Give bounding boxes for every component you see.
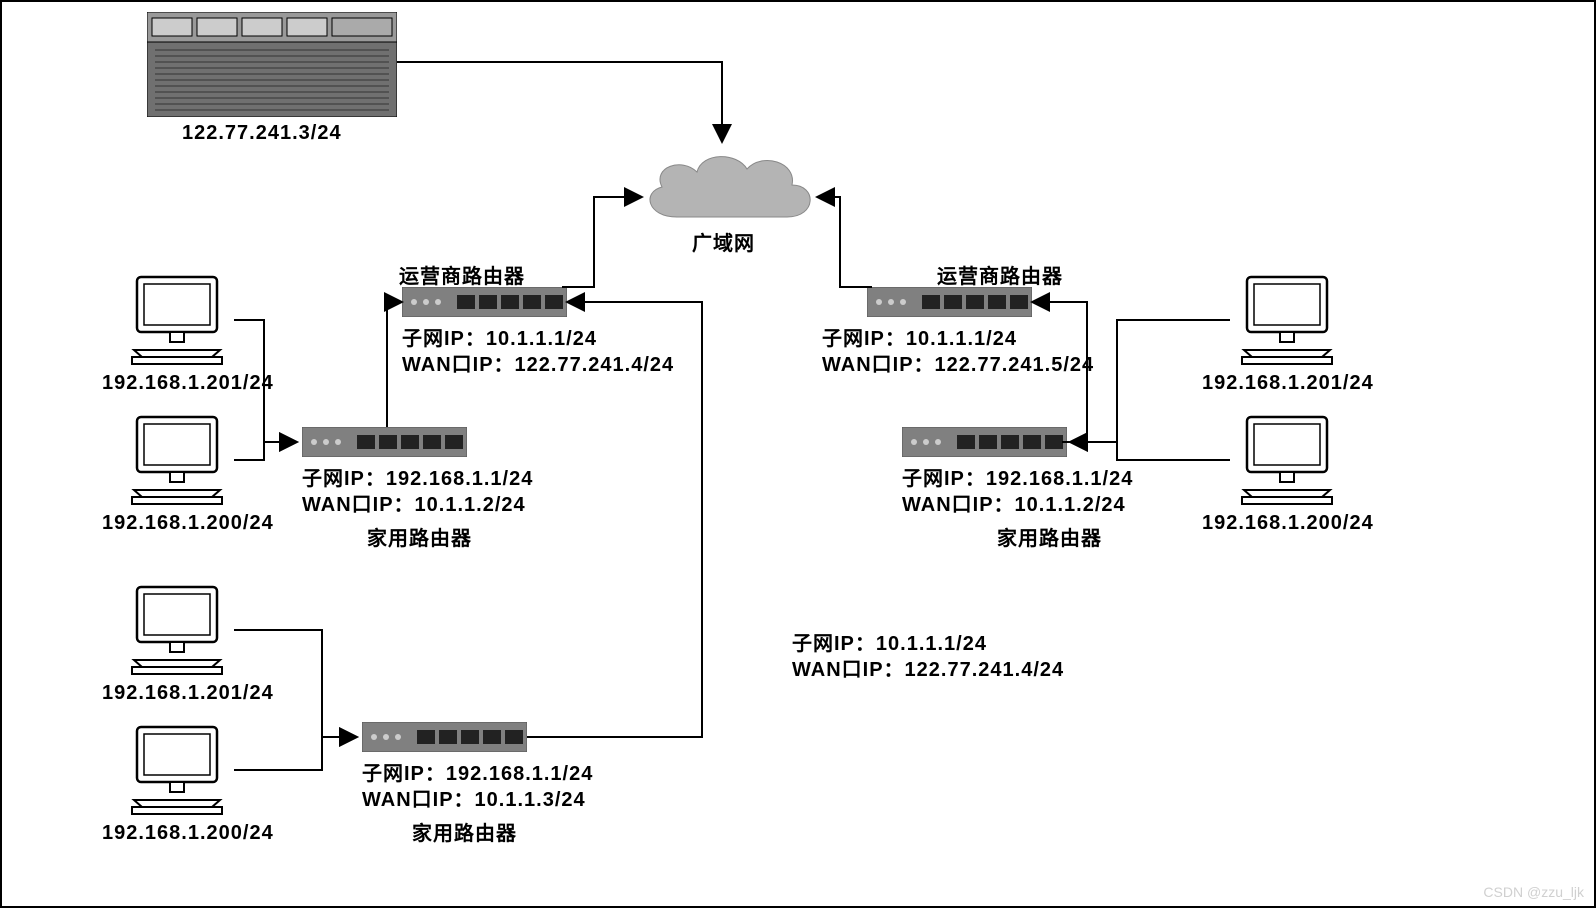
home-router-2-title: 家用路由器 <box>997 522 1102 551</box>
router-icon <box>362 722 527 752</box>
pc-left-4-label: 192.168.1.200/24 <box>102 822 274 845</box>
isp-router-right-subnet: 子网IP：10.1.1.1/24 <box>822 322 1017 351</box>
pc-icon <box>122 722 232 817</box>
pc-icon <box>1232 272 1342 367</box>
pc-icon <box>122 582 232 677</box>
pc-right-1-label: 192.168.1.201/24 <box>1202 372 1374 395</box>
pc-icon <box>122 412 232 507</box>
watermark: CSDN @zzu_ljk <box>1483 884 1584 900</box>
cloud-label: 广域网 <box>692 227 755 256</box>
home-router-2-wan: WAN口IP：10.1.1.2/24 <box>902 488 1126 517</box>
pc-right-2-label: 192.168.1.200/24 <box>1202 512 1374 535</box>
extra-wan-label: WAN口IP：122.77.241.4/24 <box>792 653 1064 682</box>
home-router-3-title: 家用路由器 <box>412 817 517 846</box>
home-router-1-wan: WAN口IP：10.1.1.2/24 <box>302 488 526 517</box>
server-icon <box>147 12 397 117</box>
extra-subnet-label: 子网IP：10.1.1.1/24 <box>792 627 987 656</box>
router-icon <box>902 427 1067 457</box>
pc-left-1-label: 192.168.1.201/24 <box>102 372 274 395</box>
router-icon <box>302 427 467 457</box>
home-router-3-subnet: 子网IP：192.168.1.1/24 <box>362 757 593 786</box>
isp-router-right-wan: WAN口IP：122.77.241.5/24 <box>822 348 1094 377</box>
pc-left-2-label: 192.168.1.200/24 <box>102 512 274 535</box>
pc-icon <box>122 272 232 367</box>
isp-router-left-subnet: 子网IP：10.1.1.1/24 <box>402 322 597 351</box>
server-ip-label: 122.77.241.3/24 <box>182 122 342 145</box>
network-diagram: 122.77.241.3/24 广域网 运营商路由器 子网IP：10.1.1.1… <box>0 0 1596 908</box>
isp-router-left-wan: WAN口IP：122.77.241.4/24 <box>402 348 674 377</box>
home-router-3-wan: WAN口IP：10.1.1.3/24 <box>362 783 586 812</box>
home-router-1-subnet: 子网IP：192.168.1.1/24 <box>302 462 533 491</box>
isp-router-left-title: 运营商路由器 <box>399 260 525 289</box>
home-router-1-title: 家用路由器 <box>367 522 472 551</box>
pc-icon <box>1232 412 1342 507</box>
router-icon <box>402 287 567 317</box>
isp-router-right-title: 运营商路由器 <box>937 260 1063 289</box>
router-icon <box>867 287 1032 317</box>
pc-left-3-label: 192.168.1.201/24 <box>102 682 274 705</box>
home-router-2-subnet: 子网IP：192.168.1.1/24 <box>902 462 1133 491</box>
